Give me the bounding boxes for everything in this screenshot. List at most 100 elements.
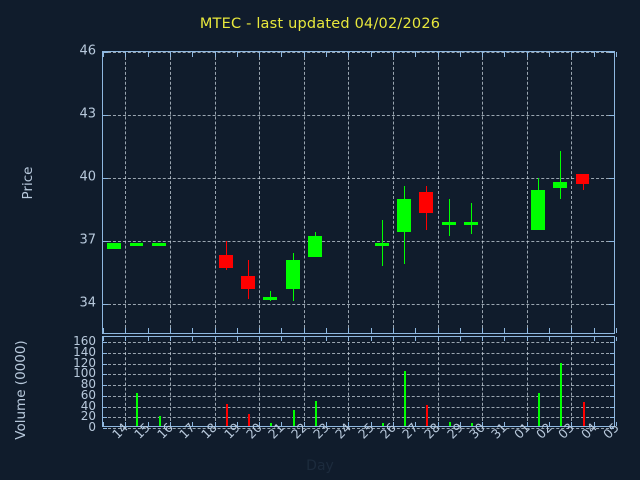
price-gridline-vertical [571, 52, 573, 333]
axis-tick [504, 337, 506, 341]
price-gridline [103, 303, 614, 305]
price-gridline-vertical [482, 52, 484, 333]
axis-tick [169, 52, 171, 57]
axis-tick [571, 328, 573, 333]
page-title: MTEC - last updated 04/02/2026 [199, 16, 441, 32]
axis-tick [526, 52, 528, 57]
axis-tick [303, 422, 305, 426]
axis-tick [303, 52, 305, 57]
volume-bar [382, 423, 384, 426]
volume-gridline-vertical [482, 337, 484, 426]
price-gridline-vertical [526, 52, 528, 333]
volume-gridline-vertical [571, 337, 573, 426]
axis-tick [415, 337, 417, 341]
axis-tick [482, 328, 484, 333]
candlestick-body [419, 192, 434, 214]
axis-tick [192, 337, 194, 341]
axis-tick [103, 353, 107, 355]
axis-tick [326, 337, 328, 341]
candlestick-body [129, 242, 144, 246]
volume-gridline-vertical [392, 337, 394, 426]
axis-tick [392, 422, 394, 426]
price-tick-label: 43 [79, 106, 96, 122]
axis-tick [348, 337, 350, 341]
axis-tick [103, 52, 108, 53]
volume-bar [426, 404, 428, 426]
axis-tick [549, 337, 551, 341]
candlestick-body [374, 242, 389, 246]
volume-tick-label: 120 [73, 355, 96, 370]
volume-tick-label: 40 [80, 398, 96, 413]
price-axis-tick-labels: 46 43 40 37 34 [30, 44, 96, 334]
axis-tick [549, 328, 551, 333]
axis-tick [125, 422, 127, 426]
volume-tick-label: 140 [73, 345, 96, 360]
volume-gridline-vertical [526, 337, 528, 426]
axis-tick [610, 428, 614, 429]
axis-tick [125, 328, 127, 333]
price-tick-label: 40 [79, 169, 96, 185]
axis-tick [482, 422, 484, 426]
price-gridline-vertical [259, 52, 261, 333]
candlestick-body [531, 190, 545, 231]
axis-tick [147, 52, 149, 57]
volume-gridline-vertical [214, 337, 216, 426]
volume-gridline [103, 363, 614, 365]
price-gridline [103, 114, 614, 116]
axis-tick [392, 337, 394, 341]
axis-tick [147, 422, 149, 426]
axis-tick [103, 328, 104, 333]
volume-bar [560, 362, 562, 426]
price-tick-label: 46 [79, 43, 96, 59]
volume-tick-label: 60 [80, 387, 96, 402]
volume-tick-label: 100 [73, 366, 96, 381]
axis-tick [103, 303, 108, 305]
candlestick-body [285, 259, 300, 289]
volume-plot-area [102, 336, 617, 429]
volume-bar [538, 392, 540, 426]
volume-bar [449, 422, 451, 426]
axis-tick [593, 52, 595, 57]
axis-tick [326, 422, 328, 426]
axis-tick [610, 363, 614, 365]
axis-tick [610, 342, 614, 344]
price-gridline-vertical [348, 52, 350, 333]
axis-tick [593, 337, 595, 341]
volume-gridline [103, 342, 614, 344]
volume-bar [315, 400, 317, 426]
axis-tick [549, 422, 551, 426]
candlestick-wick [270, 290, 271, 302]
axis-tick [103, 114, 108, 116]
axis-tick [326, 328, 328, 333]
axis-tick [571, 422, 573, 426]
axis-tick [281, 422, 283, 426]
axis-tick [281, 328, 283, 333]
candlestick-body [553, 181, 568, 189]
axis-tick [437, 328, 439, 333]
axis-tick [103, 240, 108, 242]
axis-tick [192, 422, 194, 426]
axis-tick [571, 52, 573, 57]
axis-tick [236, 52, 238, 57]
axis-tick [593, 422, 595, 426]
axis-tick [415, 422, 417, 426]
axis-tick [610, 385, 614, 387]
volume-gridline-vertical [303, 337, 305, 426]
volume-bar [136, 392, 138, 426]
axis-tick [103, 363, 107, 365]
axis-tick [192, 52, 194, 57]
axis-tick [103, 52, 104, 57]
axis-tick [610, 406, 614, 408]
axis-tick [259, 328, 261, 333]
price-plot-area [102, 51, 617, 334]
price-gridline [103, 177, 614, 179]
axis-tick [610, 353, 614, 355]
axis-tick [609, 303, 614, 305]
axis-tick [303, 328, 305, 333]
axis-tick [348, 328, 350, 333]
axis-tick [281, 337, 283, 341]
axis-tick [609, 177, 614, 179]
price-gridline-vertical [392, 52, 394, 333]
axis-tick [415, 328, 417, 333]
